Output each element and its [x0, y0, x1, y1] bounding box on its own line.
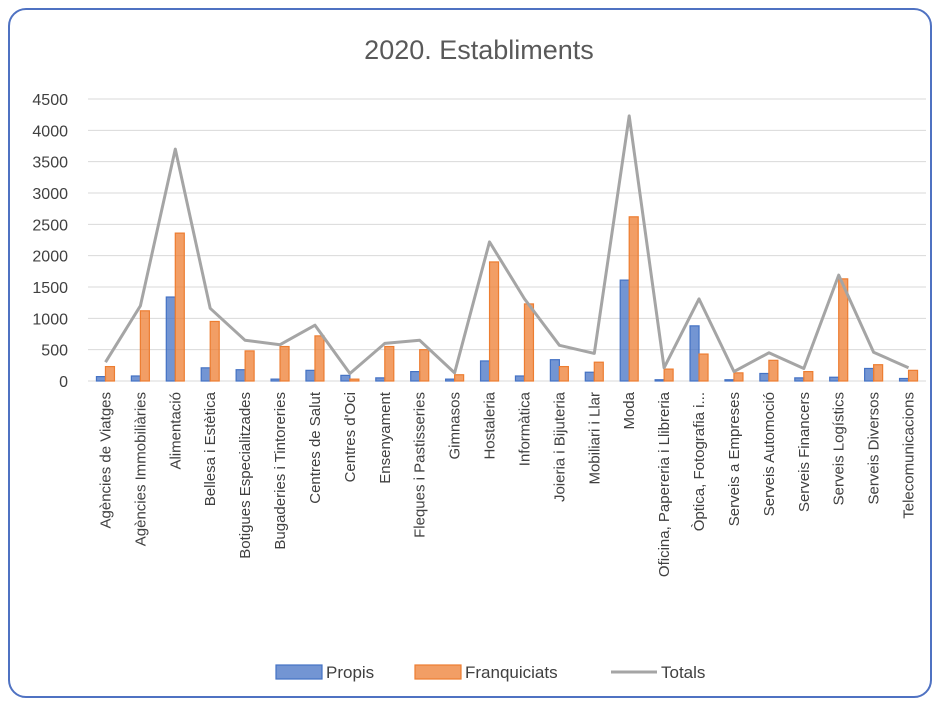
y-tick-label: 2000: [32, 249, 68, 266]
x-tick-label: Moda: [621, 391, 638, 429]
bar-propis: [759, 372, 770, 382]
bar-franquiciats: [419, 349, 430, 382]
bar-propis: [445, 378, 456, 382]
bar-franquiciats: [523, 303, 535, 382]
bar-franquiciats: [803, 371, 814, 382]
bar-propis: [654, 379, 665, 382]
x-tick-label: Gimnasos: [447, 392, 464, 460]
y-tick-label: 1000: [32, 311, 68, 328]
bar-propis: [829, 376, 840, 382]
x-tick-label: Hostaleria: [482, 391, 499, 459]
x-tick-label: Telecomunicacions: [901, 392, 918, 519]
y-tick-label: 2500: [32, 217, 68, 234]
line-totals: [104, 114, 910, 375]
bar-franquiciats: [314, 335, 325, 382]
y-tick-label: 0: [59, 374, 68, 391]
x-tick-label: Bugaderies i Tintoreries: [272, 392, 289, 550]
y-tick-label: 3500: [32, 155, 68, 172]
bar-franquiciats: [139, 310, 150, 382]
bar-franquiciats: [663, 368, 674, 382]
legend-label-propis: Propis: [326, 663, 374, 682]
x-tick-label: Serveis a Empreses: [726, 392, 743, 526]
bar-propis: [864, 367, 875, 382]
bar-propis: [724, 379, 735, 382]
bar-franquiciats: [104, 365, 116, 382]
bar-propis: [410, 371, 421, 382]
x-tick-label: Agències Immobiliàries: [132, 392, 149, 546]
bar-propis: [375, 377, 386, 382]
y-axis-ticks: 0 500 1000 1500 2000 2500 3000 3500 4000 4500: [32, 92, 68, 391]
x-tick-label: Joieria i Bijuteria: [551, 391, 568, 502]
bar-propis: [794, 377, 805, 382]
x-tick-label: Serveis Financers: [796, 392, 813, 512]
bar-propis: [479, 360, 491, 382]
x-tick-label: Informàtica: [516, 391, 533, 466]
x-axis-categories: Agències de Viatges Agències Immobiliàrie…: [97, 391, 917, 577]
x-tick-label: Serveis Automoció: [761, 392, 778, 516]
x-tick-label: Serveis Diversos: [866, 392, 883, 505]
bar-propis: [898, 377, 910, 382]
bar-franquiciats: [174, 232, 185, 382]
x-tick-label: Centres de Salut: [307, 391, 324, 504]
bar-propis: [619, 279, 630, 382]
y-tick-label: 500: [41, 343, 68, 360]
chart-title: 2020. Establiments: [364, 35, 594, 65]
bar-franquiciats: [244, 350, 255, 382]
x-tick-label: Agències de Viatges: [97, 392, 114, 529]
bar-propis: [549, 359, 560, 382]
legend-swatch-franquiciats: [414, 664, 462, 680]
bar-propis: [200, 367, 211, 382]
bar-franquiciats: [349, 378, 360, 382]
bar-propis: [514, 375, 526, 382]
x-tick-label: Oficina, Papereria i Llibreria: [656, 391, 673, 577]
bar-franquiciats: [768, 359, 779, 382]
bar-propis: [95, 376, 107, 382]
bar-franquiciats: [593, 361, 604, 382]
gridlines: [88, 98, 926, 382]
x-tick-label: Fleques i Pastisseries: [412, 392, 429, 538]
legend: Propis Franquiciats Totals: [275, 663, 705, 682]
x-tick-label: Ensenyament: [377, 391, 394, 484]
x-tick-label: Botigues Especialitzades: [237, 392, 254, 559]
x-tick-label: Serveis Logístics: [831, 392, 848, 505]
bar-propis: [130, 375, 141, 382]
bar-propis: [689, 325, 700, 382]
chart-frame: [8, 8, 932, 698]
x-tick-label: Bellesa i Estètica: [202, 391, 219, 506]
y-tick-label: 4000: [32, 123, 68, 140]
bar-propis: [235, 369, 246, 382]
legend-label-totals: Totals: [661, 663, 705, 682]
bar-franquiciats: [279, 345, 290, 382]
bar-propis: [270, 378, 281, 382]
y-tick-label: 1500: [32, 280, 68, 297]
bar-franquiciats: [488, 261, 500, 382]
bar-franquiciats: [209, 320, 220, 382]
x-tick-label: Òptica, Fotografia i...: [691, 392, 708, 531]
x-tick-label: Centres d'Oci: [342, 392, 359, 482]
bar-franquiciats: [873, 364, 884, 382]
bar-propis: [305, 369, 316, 382]
bar-franquiciats: [454, 374, 465, 382]
bar-franquiciats: [558, 365, 569, 382]
bar-franquiciats: [838, 278, 849, 382]
bar-propis: [340, 374, 351, 382]
legend-label-franquiciats: Franquiciats: [465, 663, 558, 682]
bar-franquiciats: [628, 216, 639, 382]
bar-propis: [584, 371, 595, 382]
x-tick-label: Alimentació: [167, 392, 184, 470]
bar-franquiciats: [384, 345, 395, 382]
bar-franquiciats: [698, 353, 709, 382]
y-tick-label: 3000: [32, 186, 68, 203]
totals-line: [104, 114, 910, 375]
bar-propis: [165, 296, 176, 382]
bars: [95, 216, 919, 382]
legend-swatch-propis: [275, 664, 323, 680]
y-tick-label: 4500: [32, 92, 68, 109]
bar-franquiciats: [733, 372, 744, 382]
x-tick-label: Mobiliari i Llar: [586, 392, 603, 485]
bar-franquiciats: [907, 369, 919, 382]
